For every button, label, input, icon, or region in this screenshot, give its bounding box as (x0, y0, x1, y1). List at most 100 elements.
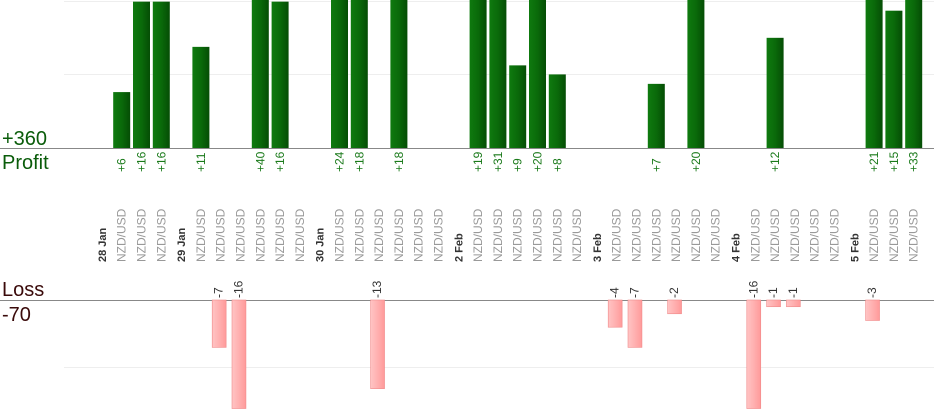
profit-value-label: +18 (392, 151, 406, 172)
date-tick-label: 29 Jan (176, 227, 188, 262)
date-tick-label: 3 Feb (592, 233, 604, 262)
pair-tick-label: NZD/USD (293, 208, 307, 262)
pair-tick-label: NZD/USD (610, 208, 624, 262)
loss-axis-label: Loss (2, 279, 45, 301)
profit-axis-label: Profit (2, 152, 49, 174)
profit-bar (350, 0, 368, 148)
pair-tick-label: NZD/USD (333, 208, 347, 262)
pair-tick-label: NZD/USD (709, 208, 723, 262)
profit-bar (113, 92, 131, 148)
profit-axis-max: +360 (2, 128, 48, 150)
pair-tick-label: NZD/USD (432, 208, 446, 262)
date-tick-label: 28 Jan (97, 227, 109, 262)
pair-tick-label: NZD/USD (748, 208, 762, 262)
pair-tick-label: NZD/USD (808, 208, 822, 262)
loss-bar (865, 299, 880, 321)
profit-value-label: +8 (550, 158, 564, 172)
loss-bar (607, 299, 623, 328)
loss-bar (766, 299, 781, 308)
profit-value-label: +31 (491, 151, 505, 172)
profit-value-label: +40 (253, 151, 267, 172)
profit-value-label: +24 (333, 151, 347, 172)
loss-bars (211, 299, 880, 409)
pair-tick-label: NZD/USD (412, 208, 426, 262)
loss-bar (211, 299, 227, 348)
pair-tick-label: NZD/USD (135, 208, 149, 262)
profit-value-label: +20 (689, 151, 703, 172)
loss-value-label: -2 (667, 287, 681, 298)
pair-tick-label: NZD/USD (115, 208, 129, 262)
date-tick-label: 2 Feb (453, 233, 465, 262)
loss-bar (786, 299, 801, 308)
profit-bar (509, 65, 527, 148)
pair-tick-label: NZD/USD (649, 208, 663, 262)
profit-value-label: +33 (907, 151, 921, 172)
pair-tick-label: NZD/USD (887, 208, 901, 262)
profit-bar (152, 1, 170, 149)
loss-value-label: -1 (766, 287, 780, 298)
profit-value-label: +18 (352, 151, 366, 172)
profit-value-label: +16 (273, 151, 287, 172)
profit-value-label: +6 (115, 158, 129, 172)
profit-value-label: +11 (194, 152, 208, 172)
profit-bar (192, 46, 210, 148)
pair-tick-label: NZD/USD (154, 208, 168, 262)
loss-value-label: -1 (786, 287, 800, 298)
pair-tick-label: NZD/USD (531, 208, 545, 262)
profit-bars (113, 0, 923, 149)
profit-bar (865, 0, 883, 148)
pair-tick-label: NZD/USD (867, 208, 881, 262)
pair-tick-label: NZD/USD (511, 208, 525, 262)
loss-value-label: -4 (608, 287, 622, 298)
pair-tick-label: NZD/USD (253, 208, 267, 262)
category-ticks: 28 Jan NZD/USD NZD/USD NZD/USD 29 Jan NZD/USD… (97, 208, 921, 262)
pair-tick-label: NZD/USD (570, 208, 584, 262)
profit-bar (766, 37, 784, 149)
pair-tick-label: NZD/USD (352, 208, 366, 262)
loss-value-label: -16 (232, 280, 246, 298)
profit-bar (529, 0, 546, 148)
loss-bar (627, 299, 643, 348)
date-tick-label: 5 Feb (849, 233, 861, 262)
pair-tick-label: NZD/USD (788, 208, 802, 262)
pair-tick-label: NZD/USD (491, 208, 505, 262)
pair-tick-label: NZD/USD (372, 208, 386, 262)
pair-tick-label: NZD/USD (194, 208, 208, 262)
bar-labels: +6 +16 +16 +11 -7 -16 +40 +16 +24 +18 -13 +18 +19 +31… (115, 151, 921, 298)
loss-value-label: -7 (212, 287, 226, 298)
pair-tick-label: NZD/USD (630, 208, 644, 262)
pair-tick-label: NZD/USD (550, 208, 564, 262)
profit-value-label: +12 (768, 151, 782, 172)
date-tick-label: 4 Feb (731, 233, 743, 262)
profit-value-label: +21 (867, 151, 881, 172)
profit-bar (687, 0, 705, 148)
pair-tick-label: NZD/USD (828, 208, 842, 262)
profit-bar (390, 0, 408, 148)
pair-tick-label: NZD/USD (689, 208, 703, 262)
profit-bar (251, 0, 269, 148)
profit-bar (905, 0, 923, 148)
profit-value-label: +16 (154, 151, 168, 172)
profit-value-label: +16 (135, 151, 149, 172)
profit-bar (489, 0, 507, 148)
profit-value-label: +20 (531, 151, 545, 172)
profit-value-label: +9 (511, 158, 525, 172)
pair-tick-label: NZD/USD (273, 208, 287, 262)
loss-value-label: -16 (746, 280, 760, 298)
pair-tick-label: NZD/USD (907, 208, 921, 262)
date-tick-label: 30 Jan (315, 227, 327, 262)
pair-tick-label: NZD/USD (392, 208, 406, 262)
pair-tick-label: NZD/USD (214, 208, 228, 262)
loss-bar (746, 299, 762, 409)
profit-bar (133, 1, 150, 149)
pair-tick-label: NZD/USD (768, 208, 782, 262)
loss-axis-max: -70 (2, 304, 31, 326)
loss-bar (667, 299, 682, 315)
profit-bar (331, 0, 348, 148)
loss-bar (231, 299, 247, 409)
profit-bar (885, 10, 903, 148)
profit-value-label: +7 (649, 158, 663, 172)
profit-bar (647, 83, 665, 148)
profit-value-label: +19 (471, 151, 485, 172)
